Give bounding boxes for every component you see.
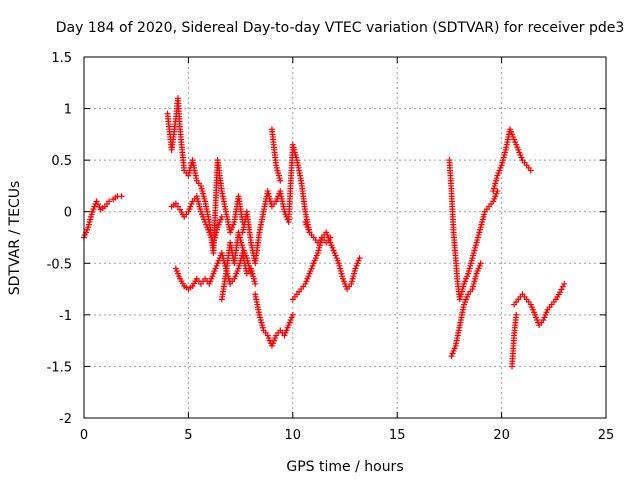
- data-point: [559, 283, 566, 290]
- data-point: [477, 260, 484, 267]
- y-tick-label: -1: [59, 309, 72, 324]
- data-point: [561, 280, 568, 287]
- y-tick-label: 1.5: [51, 51, 72, 66]
- data-point: [248, 270, 255, 277]
- data-point: [527, 167, 534, 174]
- data-point: [356, 255, 363, 262]
- data-point: [174, 203, 181, 210]
- x-tick-label: 0: [80, 428, 88, 443]
- y-tick-label: -0.5: [47, 257, 72, 272]
- grid-lines: [84, 57, 606, 418]
- data-point: [218, 213, 225, 220]
- data-point: [118, 193, 125, 200]
- y-axis-label: SDTVAR / TECUs: [7, 181, 23, 296]
- x-tick-label: 20: [493, 428, 510, 443]
- data-points: [81, 95, 568, 370]
- data-point: [252, 280, 259, 287]
- data-point: [513, 311, 520, 318]
- plot-frame: [83, 56, 607, 419]
- data-point: [106, 198, 113, 205]
- axis-ticks: 0 5 10 15 20 25 -2 -1.5 -1 -0.5 0 0.5 1 1.5: [47, 51, 615, 443]
- data-point: [94, 201, 101, 208]
- x-axis-label: GPS time / hours: [286, 459, 403, 475]
- data-point: [96, 203, 103, 210]
- data-point: [557, 289, 564, 296]
- data-point: [277, 177, 284, 184]
- data-point: [289, 311, 296, 318]
- y-tick-label: -2: [59, 412, 72, 427]
- x-tick-label: 5: [184, 428, 192, 443]
- chart-title: Day 184 of 2020, Sidereal Day-to-day VTE…: [56, 20, 625, 36]
- data-point: [172, 200, 179, 207]
- x-tick-label: 10: [285, 428, 302, 443]
- y-tick-label: 1: [64, 103, 72, 118]
- y-tick-label: 0: [64, 206, 72, 221]
- x-tick-label: 15: [389, 428, 406, 443]
- y-tick-label: -1.5: [47, 360, 72, 375]
- data-point: [558, 286, 565, 293]
- x-tick-label: 25: [598, 428, 615, 443]
- data-point: [93, 198, 100, 205]
- y-tick-label: 0.5: [51, 154, 72, 169]
